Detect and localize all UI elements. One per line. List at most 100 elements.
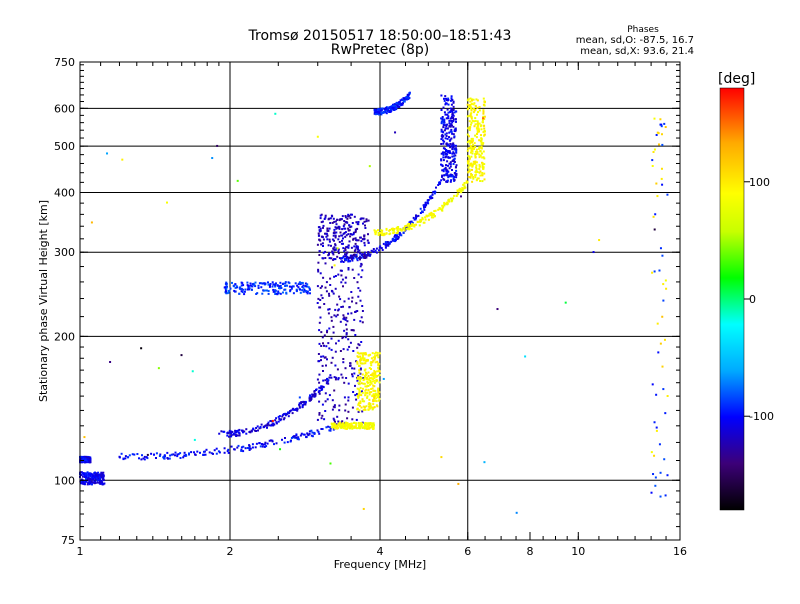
data-point — [455, 164, 458, 167]
data-point — [366, 378, 369, 381]
data-point — [392, 229, 395, 232]
data-point — [326, 229, 329, 232]
data-point — [654, 484, 657, 487]
data-point — [479, 174, 482, 177]
data-point — [275, 292, 278, 295]
data-point — [103, 482, 106, 485]
data-point — [358, 394, 361, 396]
data-point — [271, 285, 274, 288]
data-point — [350, 426, 352, 428]
data-point — [324, 286, 327, 289]
data-point — [393, 104, 396, 107]
data-point — [393, 231, 396, 234]
data-point — [371, 380, 374, 383]
data-point — [343, 396, 346, 399]
data-point — [482, 162, 484, 165]
data-point — [448, 198, 450, 201]
data-point — [468, 105, 471, 108]
data-point — [482, 131, 485, 133]
data-point — [483, 129, 486, 132]
data-point — [358, 378, 361, 381]
data-point — [244, 447, 247, 450]
data-point — [347, 338, 350, 341]
data-point — [351, 259, 354, 262]
data-point — [318, 234, 321, 237]
data-point — [373, 229, 376, 232]
data-point — [302, 290, 305, 293]
data-point — [361, 352, 364, 355]
data-point — [451, 148, 454, 151]
data-point — [289, 290, 292, 293]
data-point — [371, 425, 373, 428]
data-point — [664, 494, 667, 497]
data-point — [328, 376, 331, 379]
data-point — [340, 423, 343, 426]
data-point — [370, 361, 373, 364]
data-point — [357, 223, 360, 226]
data-point — [472, 163, 475, 165]
data-point — [446, 108, 449, 111]
data-point — [352, 257, 355, 259]
data-point — [443, 204, 446, 207]
data-point — [479, 154, 482, 157]
data-point — [382, 377, 385, 380]
data-point — [479, 170, 482, 173]
data-point — [466, 141, 469, 144]
data-point — [317, 297, 320, 300]
data-point — [98, 481, 101, 484]
data-point — [340, 281, 343, 284]
data-point — [326, 329, 329, 332]
data-point — [471, 152, 474, 155]
data-point — [278, 285, 281, 288]
data-point — [385, 227, 388, 230]
data-point — [445, 149, 448, 151]
data-point — [388, 241, 391, 244]
data-point — [96, 474, 99, 476]
data-point — [318, 412, 321, 414]
data-point — [261, 445, 264, 448]
data-point — [363, 254, 366, 256]
data-point — [347, 246, 350, 249]
data-point — [461, 189, 464, 192]
data-point — [467, 170, 470, 173]
data-point — [373, 381, 376, 384]
data-point — [450, 103, 453, 106]
data-point — [266, 442, 269, 445]
data-point — [262, 443, 265, 446]
data-point — [476, 131, 479, 134]
data-point — [97, 473, 100, 476]
data-point — [382, 111, 385, 113]
data-point — [446, 174, 449, 177]
data-point — [341, 215, 344, 218]
data-point — [250, 288, 253, 291]
data-point — [276, 284, 279, 287]
data-point — [358, 423, 361, 426]
data-point — [368, 378, 371, 381]
data-point — [442, 124, 445, 126]
data-point — [356, 259, 359, 262]
data-point — [405, 227, 408, 230]
data-point — [245, 432, 248, 435]
data-point — [319, 286, 322, 289]
data-point — [303, 288, 306, 291]
data-point — [356, 351, 359, 354]
data-point — [302, 284, 305, 287]
data-point — [371, 361, 374, 364]
data-point — [364, 359, 367, 362]
data-point — [290, 286, 293, 289]
data-point — [269, 284, 271, 287]
data-point — [654, 476, 657, 479]
data-point — [340, 218, 343, 221]
data-point — [232, 432, 235, 435]
data-point — [83, 473, 85, 475]
data-point — [402, 102, 404, 105]
data-point — [483, 127, 486, 130]
data-point — [338, 227, 341, 230]
data-point — [446, 137, 449, 140]
data-point — [391, 227, 394, 230]
data-point — [359, 393, 362, 396]
data-point — [329, 427, 332, 430]
data-point — [216, 144, 219, 147]
data-point — [365, 220, 368, 223]
data-point — [333, 389, 336, 392]
